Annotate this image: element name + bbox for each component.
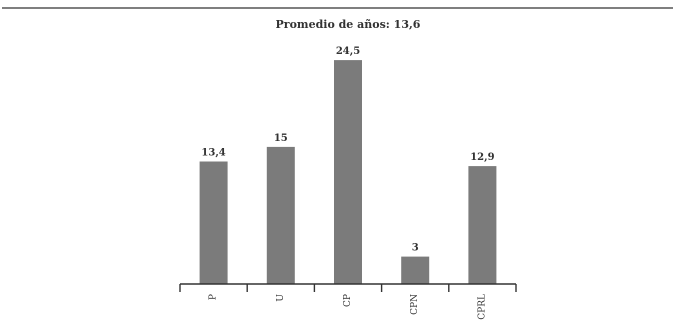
data-label-p: 13,4: [201, 148, 225, 159]
chart-title: Promedio de años: 13,6: [276, 18, 421, 31]
bar-cpn: [401, 256, 430, 284]
x-tick-label-cprl: CPRL: [477, 294, 487, 320]
x-tick-label-p: P: [209, 294, 219, 300]
data-label-cpn: 3: [412, 243, 419, 254]
x-tick-label-cp: CP: [343, 294, 353, 307]
plot-area: 13,4 15 24,5 3 12,9 P U CP CPN CPRL: [179, 46, 517, 320]
x-tick-label-cpn: CPN: [410, 294, 420, 315]
data-label-u: 15: [274, 133, 288, 144]
bar-cprl: [468, 166, 497, 284]
bar-cp: [334, 60, 362, 284]
data-label-cp: 24,5: [336, 46, 360, 57]
data-label-cprl: 12,9: [470, 152, 494, 163]
bar-p: [199, 161, 228, 284]
bar-u: [266, 146, 295, 284]
x-tick-label-u: U: [276, 294, 286, 302]
